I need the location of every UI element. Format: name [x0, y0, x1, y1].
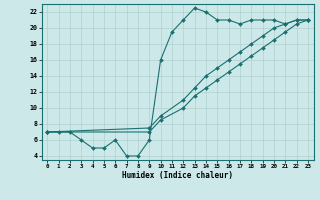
X-axis label: Humidex (Indice chaleur): Humidex (Indice chaleur): [122, 171, 233, 180]
